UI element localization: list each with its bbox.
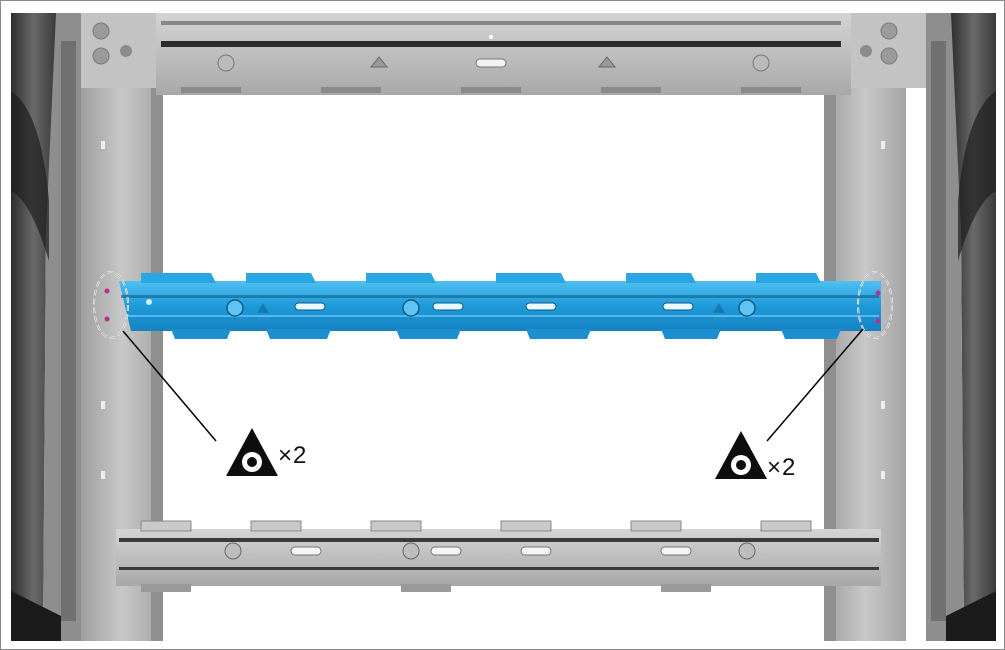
left-weld-zone [93, 271, 129, 339]
top-cross-member [156, 13, 851, 95]
weld-point [104, 316, 110, 322]
left-callout-count: ×2 [278, 442, 308, 469]
left-leader-line [122, 330, 217, 442]
left-body-side [11, 13, 81, 641]
right-leader-line [766, 328, 864, 442]
weld-point [104, 288, 110, 294]
bottom-cross-member [116, 520, 881, 592]
right-weld-zone [857, 271, 893, 339]
weld-point [875, 290, 881, 296]
weld-point [875, 318, 881, 324]
weld-point-triangle-icon [226, 428, 278, 476]
right-callout-count: ×2 [767, 454, 797, 481]
highlighted-cross-member [119, 273, 881, 339]
weld-point-triangle-icon [715, 431, 767, 479]
right-body-side [926, 13, 996, 641]
